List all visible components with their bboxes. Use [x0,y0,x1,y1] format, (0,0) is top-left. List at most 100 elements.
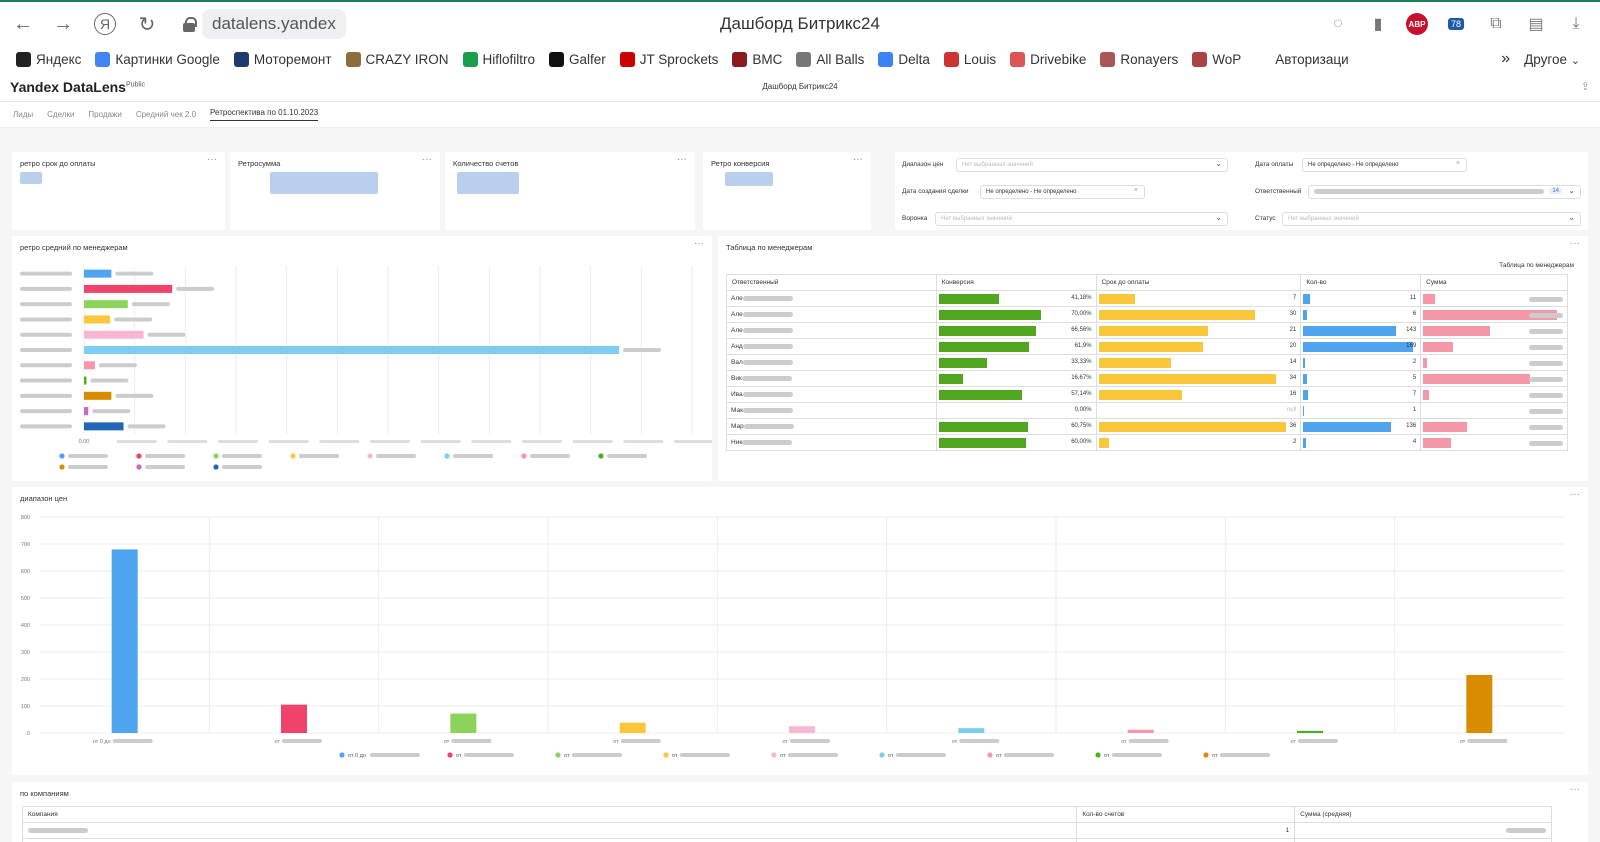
more-icon[interactable]: ··· [1570,489,1580,500]
manager-bar[interactable] [84,407,89,416]
more-icon[interactable]: ··· [694,238,704,249]
chat-icon[interactable]: ◌ [1333,15,1343,32]
bookmark-item[interactable]: Авторизаци [1255,52,1348,67]
tab-item[interactable]: Средний чек 2.0 [135,110,197,119]
yandex-icon[interactable]: Я [94,13,116,35]
legend-marker[interactable] [521,453,527,459]
price-range-bar[interactable] [450,713,477,733]
table-row[interactable]: Мак 0,00% null 1 [726,402,1568,419]
bookmark-item[interactable]: BMC [732,51,782,67]
bookmark-item[interactable]: Яндекс [16,51,81,67]
forward-icon[interactable]: → [53,12,73,35]
bookmark-item[interactable]: CRAZY IRON [345,51,449,67]
extension-badge-icon[interactable]: 78 [1444,12,1468,36]
table-row[interactable]: Анд 61,9% 20 169 [726,338,1568,355]
bookmark-icon[interactable]: ▮ [1373,16,1383,33]
manager-bar[interactable] [84,361,95,370]
reload-icon[interactable]: ↻ [138,13,156,36]
download-icon[interactable]: ⤓ [1572,15,1580,32]
translate-icon[interactable]: ⧉ [1490,15,1502,32]
extension-icon[interactable]: ▤ [1528,16,1544,33]
funnel-select[interactable]: Нет выбранных значений ⌄ [935,212,1228,226]
table-row[interactable]: Але 70,00% 30 6 [726,306,1568,323]
price-range-bar[interactable] [1127,729,1154,733]
manager-bar[interactable] [84,376,87,385]
legend-marker[interactable] [771,752,777,758]
manager-bar[interactable] [84,284,173,293]
manager-bar[interactable] [84,330,144,339]
legend-marker[interactable] [598,453,604,459]
bookmarks-other[interactable]: Другое ⌄ [1524,52,1580,67]
status-select[interactable]: Нет выбранных значений ⌄ [1282,212,1581,226]
bookmark-item[interactable]: Ronayers [1100,51,1178,67]
legend-marker[interactable] [367,453,373,459]
manager-bar[interactable] [84,315,111,324]
table-row[interactable]: Але 41,18% 7 11 [726,290,1568,307]
address-text[interactable]: datalens.yandex [202,9,346,39]
share-icon[interactable]: ⇪ [1580,81,1590,93]
datalens-logo[interactable]: Yandex DataLensPublic [10,79,145,95]
legend-marker[interactable] [136,453,142,459]
table-row[interactable]: Ива 57,14% 16 7 [726,386,1568,403]
deal-created-select[interactable]: Не определено - Не определено × [980,185,1145,199]
bookmark-item[interactable]: Drivebike [1010,51,1086,67]
legend-marker[interactable] [213,453,219,459]
back-icon[interactable]: ← [13,12,33,35]
legend-marker[interactable] [136,464,142,470]
legend-marker[interactable] [663,752,669,758]
table-row[interactable]: Ник 60,00% 2 4 [726,434,1568,451]
legend-marker[interactable] [1203,752,1209,758]
price-range-bar[interactable] [619,722,646,733]
legend-marker[interactable] [444,453,450,459]
address-bar[interactable]: datalens.yandex [174,9,346,39]
tab-item[interactable]: Ретроспектива по 01.10.2023 [210,108,319,121]
legend-marker[interactable] [1095,752,1101,758]
legend-marker[interactable] [447,752,453,758]
bookmark-item[interactable]: WoP [1192,51,1241,67]
more-icon[interactable]: ··· [677,154,687,165]
price-range-bar[interactable] [789,726,815,733]
tab-item[interactable]: Продажи [88,110,122,119]
table-header-cell[interactable]: Сумма (средняя) [1294,806,1552,823]
bookmark-item[interactable]: JT Sprockets [619,51,718,67]
bookmarks-more-icon[interactable]: » [1501,50,1511,67]
table-header-cell[interactable]: Кол-во счетов [1076,806,1296,823]
table-header-cell[interactable]: Срок до оплаты [1095,274,1302,291]
clear-icon[interactable]: × [1133,187,1138,194]
legend-marker[interactable] [59,453,65,459]
table-header-cell[interactable]: Ответственный [726,274,937,291]
bookmark-item[interactable]: All Balls [796,51,864,67]
bookmark-item[interactable]: Galfer [549,51,606,67]
price-range-bar[interactable] [111,549,138,733]
more-icon[interactable]: ··· [207,154,217,165]
more-icon[interactable]: ··· [1570,784,1580,795]
price-range-bar[interactable] [958,728,985,733]
manager-bar[interactable] [84,346,620,354]
bookmark-item[interactable]: Моторемонт [233,51,332,67]
pay-date-select[interactable]: Не определено - Не определено × [1302,158,1467,172]
table-header-cell[interactable]: Кол-во [1300,274,1422,291]
price-range-select[interactable]: Нет выбранных значений ⌄ [956,158,1228,172]
bookmark-item[interactable]: Hiflofiltro [462,51,535,67]
table-header-cell[interactable]: Сумма [1420,274,1568,291]
adblock-icon[interactable]: ABP [1406,13,1428,35]
price-range-bar[interactable] [1297,730,1323,733]
table-row[interactable]: Мар 60,75% 36 136 [726,418,1568,435]
manager-bar[interactable] [84,269,112,278]
table-row[interactable]: 1 [21,838,1552,842]
tab-item[interactable]: Сделки [47,110,75,119]
bookmark-item[interactable]: Delta [878,51,930,67]
table-row[interactable]: 1 [21,822,1552,839]
bookmark-item[interactable]: Louis [943,51,996,67]
table-row[interactable]: Вал 33,33% 14 2 [726,354,1568,371]
legend-marker[interactable] [987,752,993,758]
responsible-select[interactable]: 14 ⌄ [1308,185,1581,199]
legend-marker[interactable] [879,752,885,758]
manager-bar[interactable] [84,391,112,400]
table-row[interactable]: Вик 16,67% 34 5 [726,370,1568,387]
more-icon[interactable]: ··· [853,154,863,165]
legend-marker[interactable] [290,453,296,459]
legend-marker[interactable] [555,752,561,758]
clear-icon[interactable]: × [1455,160,1460,167]
manager-bar[interactable] [84,422,124,431]
